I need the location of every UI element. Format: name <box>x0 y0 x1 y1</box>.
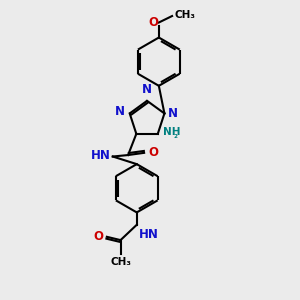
Text: CH₃: CH₃ <box>174 10 195 20</box>
Text: O: O <box>148 146 158 159</box>
Text: HN: HN <box>91 149 110 162</box>
Text: HN: HN <box>139 228 159 241</box>
Text: ₂: ₂ <box>174 131 178 140</box>
Text: NH: NH <box>163 128 181 137</box>
Text: O: O <box>93 230 103 243</box>
Text: N: N <box>115 105 125 118</box>
Text: N: N <box>168 107 178 120</box>
Text: O: O <box>148 16 158 29</box>
Text: N: N <box>142 83 152 96</box>
Text: CH₃: CH₃ <box>110 257 131 267</box>
